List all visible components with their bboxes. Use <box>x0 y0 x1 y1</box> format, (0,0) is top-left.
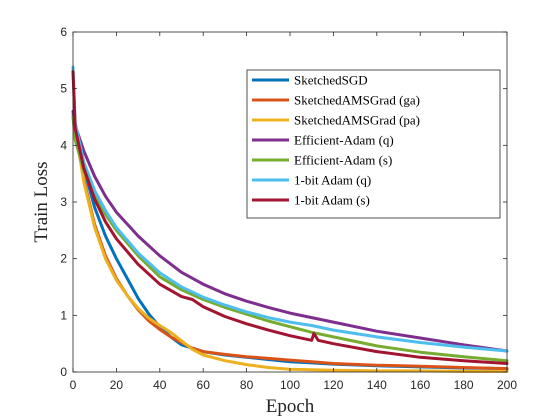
x-tick-label: 60 <box>197 378 211 392</box>
y-axis-title: Train Loss <box>31 161 52 242</box>
x-tick-label: 0 <box>70 378 77 392</box>
x-tick-label: 140 <box>367 378 387 392</box>
series-line-efficient-adam-q <box>71 109 509 353</box>
series-line-1-bit-adam-q <box>71 65 509 353</box>
legend-label: 1-bit Adam (q) <box>294 173 371 188</box>
y-tick-label: 4 <box>60 138 67 152</box>
x-tick-label: 40 <box>153 378 167 392</box>
x-tick-label: 80 <box>240 378 254 392</box>
legend-label: 1-bit Adam (s) <box>294 193 370 208</box>
x-tick-label: 180 <box>454 378 474 392</box>
series-line-1-bit-adam-s <box>71 70 509 365</box>
x-axis-ticks: 0 20 40 60 80 100 120 140 160 180 200 <box>70 32 517 392</box>
y-tick-label: 1 <box>60 308 67 322</box>
x-tick-label: 100 <box>280 378 300 392</box>
legend-label: SketchedAMSGrad (pa) <box>294 113 420 128</box>
legend-box <box>246 69 501 219</box>
legend-label: Efficient-Adam (s) <box>294 153 392 168</box>
series-line-sketchedamsgrad-pa <box>71 112 509 373</box>
legend: SketchedSGD SketchedAMSGrad (ga) SketchedA… <box>246 69 501 219</box>
x-tick-label: 160 <box>410 378 430 392</box>
y-tick-label: 6 <box>60 25 67 39</box>
y-tick-label: 2 <box>60 252 67 266</box>
x-tick-label: 20 <box>110 378 124 392</box>
y-tick-label: 5 <box>60 82 67 96</box>
series-line-efficient-adam-s <box>71 115 509 363</box>
x-axis-title: Epoch <box>266 396 315 417</box>
legend-label: Efficient-Adam (q) <box>294 133 394 148</box>
y-axis-ticks: 0 1 2 3 4 5 6 <box>60 25 507 379</box>
legend-label: SketchedSGD <box>294 73 368 88</box>
legend-label: SketchedAMSGrad (ga) <box>294 93 420 108</box>
y-tick-label: 3 <box>60 195 67 209</box>
series-lines <box>71 65 509 373</box>
y-tick-label: 0 <box>60 365 67 379</box>
x-tick-label: 120 <box>323 378 343 392</box>
x-tick-label: 200 <box>497 378 517 392</box>
